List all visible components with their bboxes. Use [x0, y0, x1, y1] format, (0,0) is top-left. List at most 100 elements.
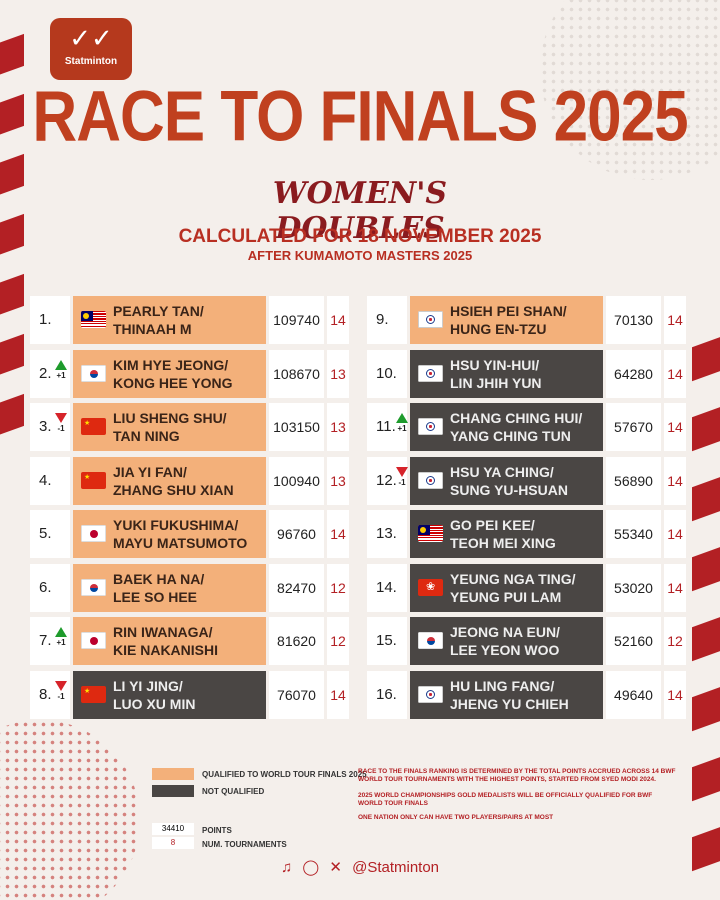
flag-malaysia-icon: [81, 311, 106, 328]
player-two: SUNG YU-HSUAN: [450, 481, 568, 498]
player-two: TAN NING: [113, 428, 180, 444]
ranking-row: 13. GO PEI KEE/TEOH MEI XING 55340 14: [367, 510, 687, 558]
player-one: YEUNG NGA TING/: [450, 570, 576, 587]
flag-china-icon: ★: [81, 418, 106, 435]
ranking-row: 15. JEONG NA EUN/LEE YEON WOO 52160 12: [367, 617, 687, 665]
rank-cell: 7. +1: [30, 617, 70, 665]
rank-number: 2.: [39, 364, 52, 382]
player-one: KIM HYE JEONG/: [113, 356, 229, 373]
calculated-date: CALCULATED FOR 18 NOVEMBER 2025: [178, 226, 542, 247]
after-event: AFTER KUMAMOTO MASTERS 2025: [247, 248, 473, 263]
rank-number: 11.: [376, 418, 396, 435]
player-two: LUO XU MIN: [113, 695, 196, 712]
points-cell: 100940: [269, 456, 324, 505]
player-cell: ❀ YEUNG NGA TING/YEUNG PUI LAM: [410, 563, 603, 612]
player-one: JEONG NA EUN/: [450, 624, 560, 640]
rank-cell: 4.: [30, 456, 70, 505]
ranking-row: 14. ❀ YEUNG NGA TING/YEUNG PUI LAM 53020 14: [367, 563, 687, 612]
points-cell: 55340: [606, 510, 661, 558]
points-cell: 76070: [269, 670, 324, 719]
pair-names: LIU SHENG SHU/TAN NING: [113, 409, 227, 445]
arrow-down-icon: [55, 680, 67, 691]
tournaments-cell: 12: [664, 617, 686, 665]
points-cell: 109740: [269, 296, 324, 344]
pair-names: GO PEI KEE/TEOH MEI XING: [450, 516, 556, 552]
player-cell: HSIEH PEI SHAN/HUNG EN-TZU: [410, 296, 603, 344]
rank-number: 13.: [376, 525, 397, 542]
flag-japan-icon: [81, 525, 106, 542]
legend-qualified-label: QUALIFIED TO WORLD TOUR FINALS 2025: [202, 770, 367, 779]
arrow-up-icon: [396, 413, 408, 423]
tournaments-cell: 14: [664, 403, 686, 451]
pair-names: RIN IWANAGA/KIE NAKANISHI: [113, 623, 218, 659]
player-two: LEE SO HEE: [113, 588, 198, 605]
rank-cell: 2. +1: [30, 349, 70, 398]
rank-cell: 15.: [367, 617, 407, 665]
flag-korea-icon: [81, 364, 106, 382]
points-cell: 82470: [269, 563, 324, 612]
pair-names: CHANG CHING HUI/YANG CHING TUN: [450, 409, 582, 445]
legend-qualified-swatch: [152, 768, 194, 780]
tiktok-icon[interactable]: ♫: [280, 859, 293, 876]
points-cell: 57670: [606, 403, 661, 451]
player-cell: PEARLY TAN/THINAAH M: [73, 296, 266, 344]
player-cell: CHANG CHING HUI/YANG CHING TUN: [410, 403, 603, 451]
rank-cell: 8. -1: [30, 670, 70, 719]
arrow-up-icon: [55, 627, 67, 637]
rank-cell: 16.: [367, 670, 407, 719]
ranking-row: 2. +1 KIM HYE JEONG/KONG HEE YONG 108670 13: [30, 349, 350, 398]
rank-cell: 3. -1: [30, 403, 70, 451]
pair-names: HSU YA CHING/SUNG YU-HSUAN: [450, 463, 568, 499]
pair-names: JIA YI FAN/ZHANG SHU XIAN: [113, 463, 234, 499]
pair-names: JEONG NA EUN/LEE YEON WOO: [450, 623, 560, 659]
tournaments-cell: 14: [664, 563, 686, 612]
player-two: YEUNG PUI LAM: [450, 588, 562, 605]
player-cell: HSU YIN-HUI/LIN JHIH YUN: [410, 349, 603, 398]
rank-number: 14.: [376, 578, 397, 596]
instagram-icon[interactable]: ◯: [302, 859, 320, 876]
rank-cell: 9.: [367, 296, 407, 344]
player-one: YUKI FUKUSHIMA/: [113, 517, 239, 533]
social-handle[interactable]: @Statminton: [352, 859, 440, 876]
legend-not-qualified-label: NOT QUALIFIED: [202, 787, 265, 796]
ranking-row: 8. -1 ★ LI YI JING/LUO XU MIN 76070 14: [30, 670, 350, 719]
decor-stripe: [692, 472, 720, 522]
player-one: JIA YI FAN/: [113, 463, 187, 480]
decor-stripe: [692, 612, 720, 662]
ranking-row: 3. -1 ★ LIU SHENG SHU/TAN NING 103150 13: [30, 403, 350, 451]
points-cell: 81620: [269, 617, 324, 665]
player-cell: ★ JIA YI FAN/ZHANG SHU XIAN: [73, 456, 266, 505]
rank-cell: 6.: [30, 563, 70, 612]
arrow-down-icon: [55, 413, 67, 423]
player-two: LIN JHIH YUN: [450, 374, 542, 391]
tournaments-cell: 14: [664, 510, 686, 558]
x-icon[interactable]: ✕: [329, 859, 342, 876]
flag-china-icon: ★: [81, 471, 106, 489]
player-two: HUNG EN-TZU: [450, 321, 547, 337]
rank-cell: 11. +1: [367, 403, 408, 451]
ranking-row: 12. -1 HSU YA CHING/SUNG YU-HSUAN 56890 14: [367, 456, 687, 505]
pair-names: LI YI JING/LUO XU MIN: [113, 677, 195, 713]
player-cell: ★ LI YI JING/LUO XU MIN: [73, 670, 266, 719]
rank-change: +1: [54, 359, 68, 386]
rank-cell: 12. -1: [367, 456, 409, 505]
player-two: LEE YEON WOO: [450, 642, 560, 658]
rank-change: -1: [395, 466, 409, 493]
social-links: ♫ ◯ ✕ @Statminton: [0, 858, 720, 876]
ranking-row: 5. YUKI FUKUSHIMA/MAYU MATSUMOTO 96760 14: [30, 510, 350, 558]
page-title: RACE TO FINALS 2025: [32, 77, 688, 157]
tournaments-cell: 14: [664, 296, 686, 344]
player-two: KIE NAKANISHI: [113, 642, 219, 658]
player-one: PEARLY TAN/: [113, 303, 204, 319]
decor-stripe: [0, 333, 24, 379]
points-cell: 103150: [269, 403, 324, 451]
rank-number: 15.: [376, 632, 397, 649]
player-one: LI YI JING/: [113, 677, 183, 694]
player-cell: GO PEI KEE/TEOH MEI XING: [410, 510, 603, 558]
player-one: CHANG CHING HUI/: [450, 410, 583, 426]
tournaments-cell: 13: [327, 349, 349, 398]
player-one: RIN IWANAGA/: [113, 624, 213, 640]
rank-cell: 1.: [30, 296, 70, 344]
player-one: HSU YA CHING/: [450, 463, 554, 480]
flag-malaysia-icon: [418, 525, 443, 542]
